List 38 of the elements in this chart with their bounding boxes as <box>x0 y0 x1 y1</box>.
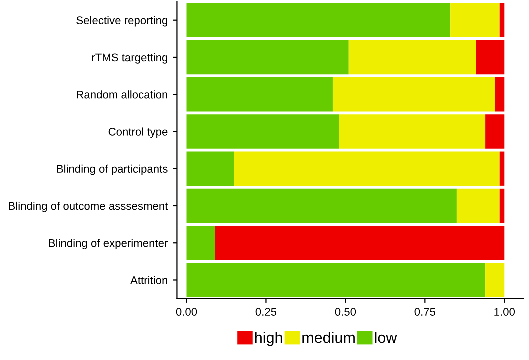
bar <box>486 114 505 149</box>
y-tick-label: Selective reporting <box>76 16 168 27</box>
bar <box>186 226 216 260</box>
y-tick-label: rTMS targetting <box>92 53 168 64</box>
bar <box>186 3 451 38</box>
bar <box>339 114 486 149</box>
legend-label: medium <box>302 332 355 344</box>
bar <box>234 152 500 186</box>
y-tick-label: Blinding of participants <box>57 164 168 176</box>
bar <box>186 40 349 75</box>
bar <box>215 226 505 260</box>
y-tick-label: Blinding of outcome asssesment <box>9 202 168 212</box>
bar <box>500 3 505 38</box>
y-tick-label: Attrition <box>130 276 168 284</box>
bar <box>486 263 505 298</box>
bar <box>186 263 486 298</box>
y-tick-label: Random allocation <box>77 90 168 99</box>
legend-label: high <box>255 332 282 346</box>
bar <box>186 188 457 224</box>
x-tick-label: 0.00 <box>176 308 198 316</box>
legend-label: low <box>375 332 398 344</box>
x-tick-label: 0.75 <box>414 308 436 316</box>
bar <box>495 78 505 112</box>
bar <box>332 78 496 112</box>
bar <box>450 3 500 38</box>
bar <box>456 188 500 224</box>
y-tick-label: Control type <box>108 128 168 138</box>
bar <box>186 78 333 112</box>
x-tick-label: 0.25 <box>256 308 277 316</box>
bar <box>186 114 340 149</box>
x-tick-label: 1.00 <box>494 308 516 316</box>
bar <box>476 40 505 75</box>
y-tick-label: Blinding of experimenter <box>49 239 168 250</box>
bar <box>186 152 234 186</box>
bar <box>348 40 476 75</box>
bar <box>500 188 505 224</box>
x-tick-label: 0.50 <box>335 308 356 316</box>
bar <box>500 152 505 186</box>
